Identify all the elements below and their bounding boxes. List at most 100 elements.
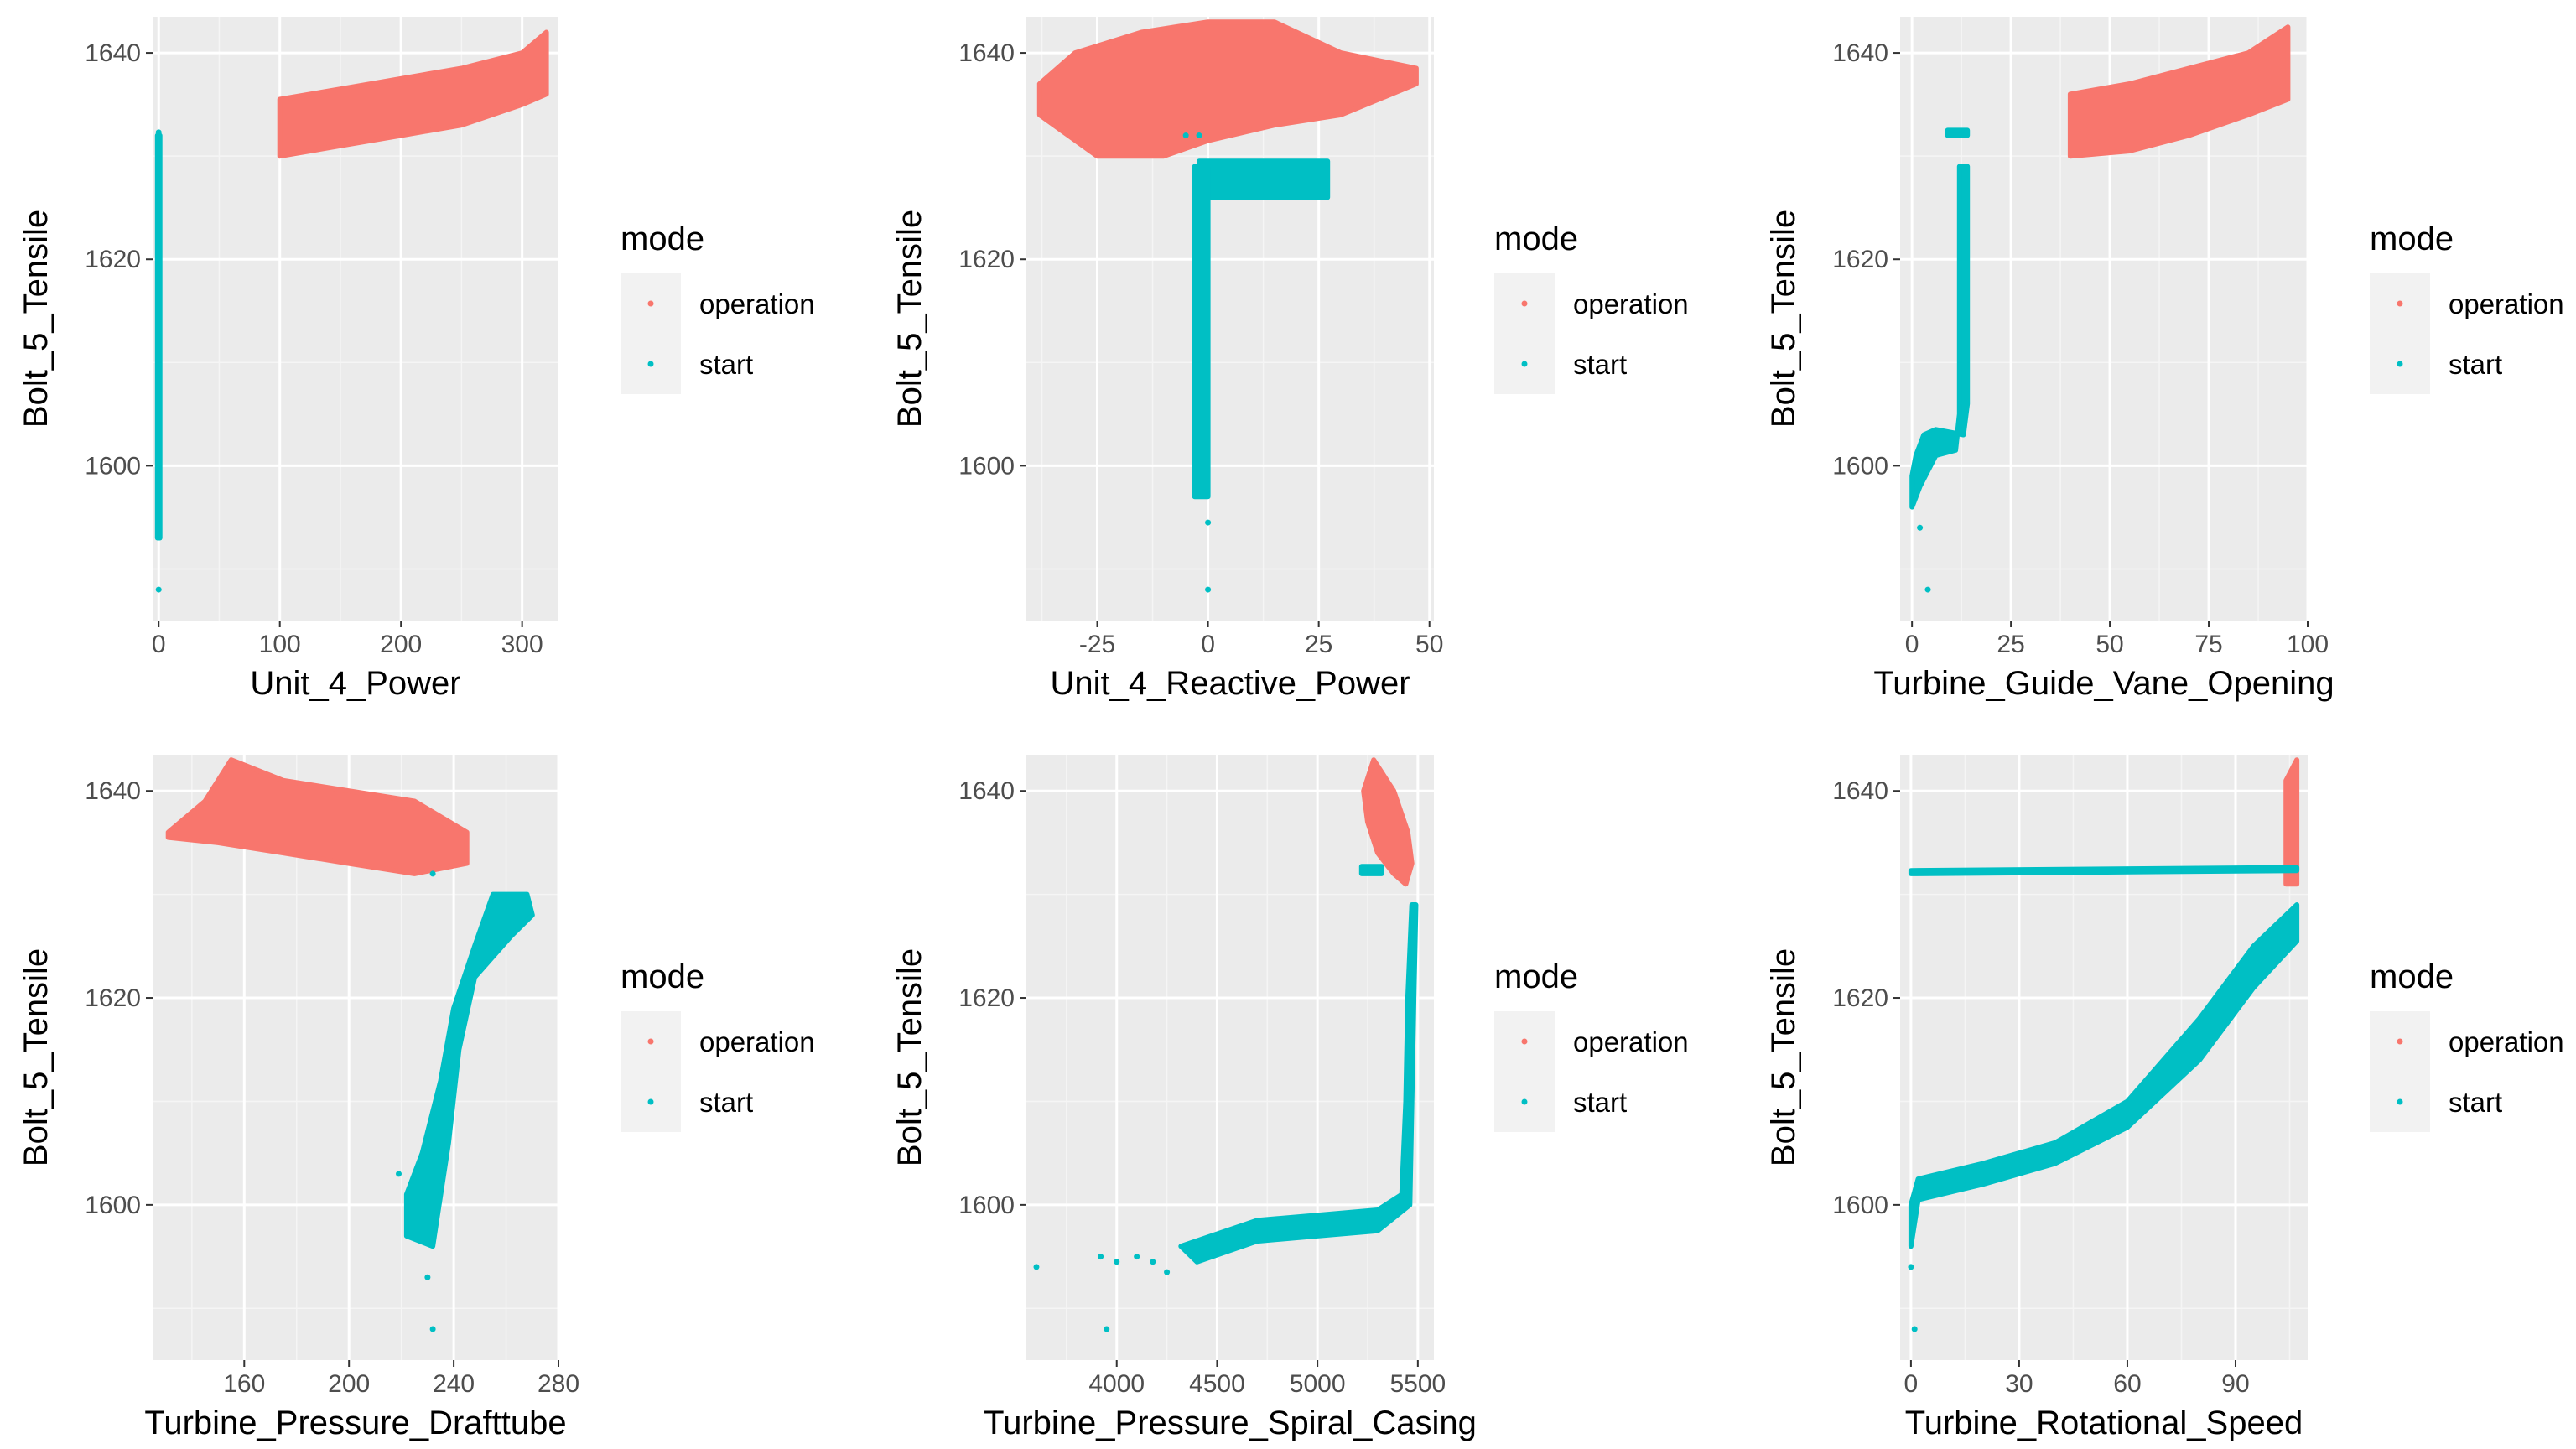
data-point-start [429, 1326, 436, 1332]
x-axis-title: Turbine_Rotational_Speed [1905, 1405, 2303, 1441]
panel-background [1026, 755, 1434, 1360]
x-tick-label: 0 [1904, 1370, 1919, 1398]
data-cloud-start [1909, 164, 1971, 510]
data-cloud-operation [2283, 757, 2300, 887]
y-axis-title: Bolt_5_Tensile [1765, 210, 1802, 428]
y-tick-label: 1600 [1832, 452, 1888, 480]
x-tick-label: 5000 [1290, 1370, 1346, 1398]
legend-title: mode [2370, 958, 2454, 995]
chart-panel-2: -25 0 25 50 1600 1620 1640 Unit_4_Reactive_Powe… [891, 17, 1689, 702]
chart-panel-5: 4000 4500 5000 5500 1600 1620 1640 Turbine_Pres… [891, 755, 1689, 1441]
legend-label-operation: operation [1573, 1026, 1689, 1057]
y-axis-title: Bolt_5_Tensile [18, 948, 55, 1166]
data-point-start [1134, 1254, 1140, 1260]
data-point-start [1033, 1264, 1040, 1270]
legend: mode operation start [2370, 221, 2564, 394]
y-tick-label: 1600 [85, 452, 141, 480]
legend-key-dot-operation [1521, 300, 1528, 307]
legend-label-operation: operation [699, 1026, 815, 1057]
x-tick-label: 100 [259, 631, 301, 658]
legend-key-dot-start [647, 1098, 654, 1105]
data-point-start [424, 1274, 431, 1280]
data-point-start [1182, 132, 1189, 139]
data-cloud-start [1358, 864, 1384, 876]
y-tick-label: 1620 [958, 984, 1015, 1012]
legend-title: mode [621, 221, 704, 257]
x-axis-title: Unit_4_Reactive_Power [1050, 665, 1410, 702]
x-tick-label: 25 [1997, 631, 2024, 658]
data-point-start [1098, 1254, 1104, 1260]
x-tick-label: 50 [2096, 631, 2123, 658]
data-cloud-operation [2067, 24, 2291, 159]
x-axis-title: Turbine_Guide_Vane_Opening [1873, 665, 2334, 702]
data-point-start [396, 1171, 402, 1177]
x-tick-label: 30 [2005, 1370, 2033, 1398]
x-tick-label: 50 [1415, 631, 1443, 658]
x-tick-label: 25 [1305, 631, 1332, 658]
legend-label-operation: operation [2449, 288, 2564, 319]
chart-panel-3: 0 25 50 75 100 1600 1620 1640 Turbine_Guide_Vane… [1765, 17, 2564, 702]
data-point-start [1205, 519, 1212, 526]
y-tick-label: 1620 [1832, 984, 1888, 1012]
legend-key-dot-operation [647, 1038, 654, 1045]
legend-label-start: start [699, 1087, 753, 1118]
y-tick-label: 1600 [85, 1192, 141, 1219]
data-cloud-operation [1361, 757, 1415, 887]
x-axis-title: Turbine_Pressure_Drafttube [144, 1405, 566, 1441]
legend-title: mode [1494, 221, 1578, 257]
legend-label-operation: operation [1573, 288, 1689, 319]
data-cloud-start [1192, 164, 1211, 500]
data-point-start [1104, 1326, 1110, 1332]
data-point-start [1924, 586, 1931, 593]
y-axis-title: Bolt_5_Tensile [18, 210, 55, 428]
legend-key-dot-start [2397, 1098, 2403, 1105]
legend-key-dot-start [647, 361, 654, 367]
data-cloud-operation [277, 29, 549, 159]
data-cloud-start [1908, 902, 2300, 1249]
y-tick-label: 1640 [958, 39, 1015, 67]
data-point-start [1164, 1269, 1171, 1275]
data-cloud-start [154, 132, 163, 541]
data-point-start [1917, 524, 1924, 531]
y-axis-title: Bolt_5_Tensile [891, 210, 928, 428]
data-point-start [1150, 1259, 1156, 1265]
data-point-start [155, 586, 162, 593]
legend-label-start: start [2449, 349, 2502, 380]
data-point-start [1196, 132, 1202, 139]
x-tick-label: 300 [501, 631, 543, 658]
y-tick-label: 1640 [85, 39, 141, 67]
x-tick-label: 4500 [1189, 1370, 1245, 1398]
data-point-start [1908, 1264, 1914, 1270]
chart-panel-4: 160 200 240 280 1600 1620 1640 Turbine_Pressure… [18, 755, 815, 1441]
legend-label-start: start [1573, 349, 1627, 380]
legend-key-dot-operation [647, 300, 654, 307]
legend-label-start: start [2449, 1087, 2502, 1118]
x-tick-label: 5500 [1389, 1370, 1446, 1398]
x-tick-label: 60 [2113, 1370, 2141, 1398]
x-tick-label: 160 [223, 1370, 265, 1398]
x-tick-label: 200 [328, 1370, 370, 1398]
data-cloud-start [1178, 902, 1419, 1265]
y-axis-title: Bolt_5_Tensile [1765, 948, 1802, 1166]
x-tick-label: -25 [1079, 631, 1115, 658]
legend: mode operation start [621, 221, 815, 394]
legend: mode operation start [1494, 221, 1689, 394]
data-point-start [155, 129, 162, 136]
legend-label-operation: operation [699, 288, 815, 319]
legend-label-start: start [699, 349, 753, 380]
legend: mode operation start [1494, 958, 1689, 1132]
chart-panel-6: 0 30 60 90 1600 1620 1640 Turbine_Rotational_Sp… [1765, 755, 2564, 1441]
legend-title: mode [2370, 221, 2454, 257]
legend-key-dot-start [2397, 361, 2403, 367]
panel-background [1900, 755, 2308, 1360]
x-axis-title: Turbine_Pressure_Spiral_Casing [984, 1405, 1477, 1441]
x-tick-label: 75 [2194, 631, 2222, 658]
legend-title: mode [1494, 958, 1578, 995]
data-point-start [1205, 586, 1212, 593]
y-tick-label: 1620 [85, 246, 141, 273]
legend: mode operation start [621, 958, 815, 1132]
data-cloud-start [1197, 158, 1331, 200]
y-tick-label: 1600 [958, 452, 1015, 480]
data-cloud-start [1908, 865, 2300, 876]
